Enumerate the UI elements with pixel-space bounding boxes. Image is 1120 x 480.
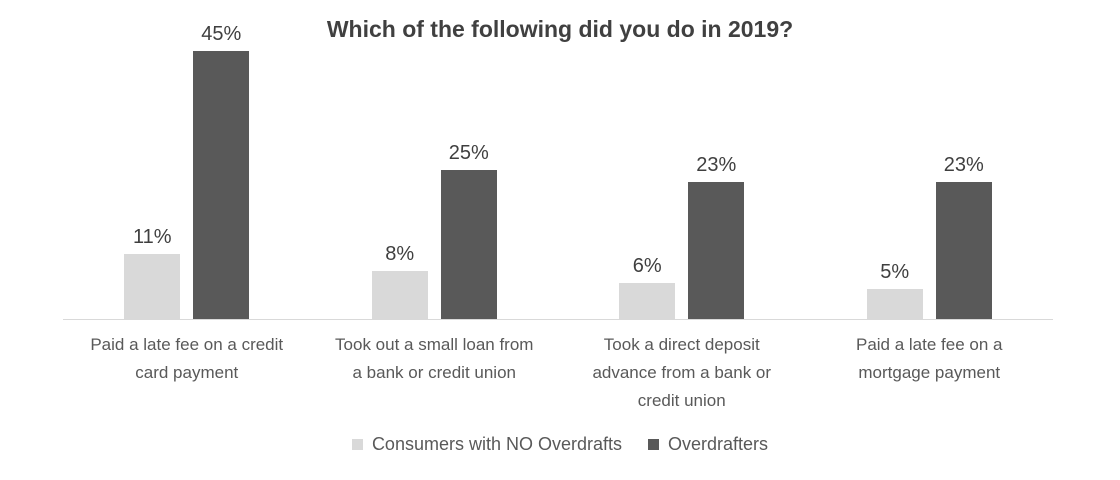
bar-series-0: 5%	[866, 261, 923, 319]
bar-value-label: 11%	[132, 226, 172, 248]
bar-series-0: 8%	[371, 243, 428, 319]
bar-series-0: 11%	[124, 226, 181, 319]
x-axis-line	[63, 319, 1053, 320]
legend-item-series-0: Consumers with NO Overdrafts	[351, 434, 623, 455]
legend-swatch-icon	[648, 439, 660, 450]
bar-group: 8% 25%	[311, 0, 559, 319]
bar-value-label: 8%	[385, 243, 415, 265]
bar-value-label: 45%	[201, 23, 242, 45]
bar-series-1: 25%	[440, 142, 497, 319]
legend-label: Overdrafters	[668, 434, 769, 454]
legend: Consumers with NO Overdrafts Overdrafters	[0, 434, 1120, 455]
bar-group: 6% 23%	[558, 0, 806, 319]
plot-area: 11% 45% 8% 25% 6% 23% 5% 23%	[63, 0, 1053, 319]
bar-group: 5% 23%	[806, 0, 1054, 319]
bar-value-label: 25%	[448, 142, 489, 164]
x-axis-labels: Paid a late fee on a credit card payment…	[63, 331, 1053, 415]
bar-value-label: 5%	[880, 261, 910, 283]
category-label: Took a direct deposit advance from a ban…	[592, 335, 772, 411]
category-label: Paid a late fee on a credit card payment	[90, 335, 284, 383]
legend-label: Consumers with NO Overdrafts	[371, 434, 623, 454]
category-label: Paid a late fee on a mortgage payment	[855, 335, 1003, 383]
bar-value-label: 6%	[632, 255, 662, 277]
bar-series-1: 45%	[193, 23, 250, 319]
bar-value-label: 23%	[943, 154, 984, 176]
bar-series-1: 23%	[688, 154, 745, 319]
chart-title: Which of the following did you do in 201…	[326, 16, 794, 42]
bar-group: 11% 45%	[63, 0, 311, 319]
bar-series-0: 6%	[619, 255, 676, 319]
bar-series-1: 23%	[935, 154, 992, 319]
legend-swatch-icon	[351, 439, 363, 450]
legend-item-series-1: Overdrafters	[648, 434, 768, 455]
category-label: Took out a small loan from a bank or cre…	[335, 335, 534, 383]
bar-value-label: 23%	[696, 154, 737, 176]
